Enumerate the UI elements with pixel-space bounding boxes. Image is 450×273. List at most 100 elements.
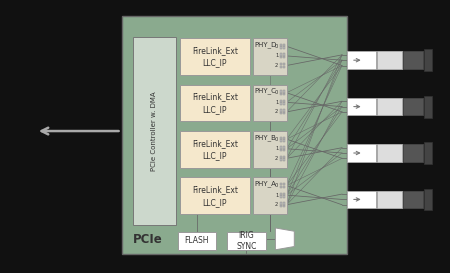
FancyBboxPatch shape <box>280 146 283 149</box>
FancyBboxPatch shape <box>346 191 376 208</box>
Text: FireLink_Ext
LLC_IP: FireLink_Ext LLC_IP <box>192 46 238 67</box>
FancyBboxPatch shape <box>283 195 285 198</box>
FancyBboxPatch shape <box>280 109 283 112</box>
Text: FLASH: FLASH <box>184 236 209 245</box>
FancyBboxPatch shape <box>253 85 287 121</box>
FancyBboxPatch shape <box>283 100 285 102</box>
FancyBboxPatch shape <box>283 137 285 139</box>
Text: 2: 2 <box>275 109 279 114</box>
FancyBboxPatch shape <box>283 149 285 151</box>
FancyBboxPatch shape <box>283 44 285 46</box>
Text: PCIe Controller w. DMA: PCIe Controller w. DMA <box>151 91 157 171</box>
FancyBboxPatch shape <box>283 156 285 158</box>
FancyBboxPatch shape <box>280 100 283 102</box>
FancyBboxPatch shape <box>283 66 285 68</box>
FancyBboxPatch shape <box>283 112 285 114</box>
FancyBboxPatch shape <box>280 137 283 139</box>
FancyBboxPatch shape <box>283 205 285 207</box>
FancyBboxPatch shape <box>283 146 285 149</box>
Text: 1: 1 <box>275 193 279 198</box>
FancyBboxPatch shape <box>283 63 285 66</box>
Text: 0: 0 <box>275 137 279 142</box>
FancyBboxPatch shape <box>280 63 283 66</box>
FancyBboxPatch shape <box>280 193 283 195</box>
FancyBboxPatch shape <box>346 144 376 162</box>
FancyBboxPatch shape <box>424 189 432 210</box>
Text: PHY_A: PHY_A <box>255 180 277 187</box>
FancyBboxPatch shape <box>283 202 285 205</box>
FancyBboxPatch shape <box>424 96 432 118</box>
FancyBboxPatch shape <box>180 177 250 214</box>
FancyBboxPatch shape <box>283 102 285 105</box>
Text: 0: 0 <box>275 183 279 188</box>
FancyBboxPatch shape <box>283 46 285 49</box>
FancyBboxPatch shape <box>283 186 285 188</box>
FancyBboxPatch shape <box>424 142 432 164</box>
FancyBboxPatch shape <box>280 186 283 188</box>
Text: FireLink_Ext
LLC_IP: FireLink_Ext LLC_IP <box>192 185 238 207</box>
FancyBboxPatch shape <box>283 139 285 142</box>
Text: FireLink_Ext
LLC_IP: FireLink_Ext LLC_IP <box>192 139 238 160</box>
Polygon shape <box>275 228 294 250</box>
FancyBboxPatch shape <box>283 109 285 112</box>
FancyBboxPatch shape <box>403 98 423 115</box>
FancyBboxPatch shape <box>377 144 402 162</box>
FancyBboxPatch shape <box>283 93 285 95</box>
FancyBboxPatch shape <box>180 131 250 168</box>
FancyBboxPatch shape <box>283 54 285 56</box>
FancyBboxPatch shape <box>280 158 283 161</box>
FancyBboxPatch shape <box>280 56 283 58</box>
FancyBboxPatch shape <box>280 139 283 142</box>
FancyBboxPatch shape <box>227 232 266 250</box>
Text: IRIG
SYNC: IRIG SYNC <box>236 231 256 251</box>
Text: 2: 2 <box>275 63 279 68</box>
Text: PHY_C: PHY_C <box>255 87 277 94</box>
FancyBboxPatch shape <box>403 144 423 162</box>
FancyBboxPatch shape <box>280 195 283 198</box>
FancyBboxPatch shape <box>253 131 287 168</box>
FancyBboxPatch shape <box>283 158 285 161</box>
FancyBboxPatch shape <box>377 51 402 69</box>
FancyBboxPatch shape <box>280 44 283 46</box>
FancyBboxPatch shape <box>280 46 283 49</box>
FancyBboxPatch shape <box>280 112 283 114</box>
FancyBboxPatch shape <box>180 85 250 121</box>
FancyBboxPatch shape <box>280 66 283 68</box>
FancyBboxPatch shape <box>377 191 402 208</box>
FancyBboxPatch shape <box>283 193 285 195</box>
Text: 0: 0 <box>275 44 279 49</box>
FancyBboxPatch shape <box>178 232 216 250</box>
FancyBboxPatch shape <box>253 38 287 75</box>
FancyBboxPatch shape <box>280 202 283 205</box>
Text: 1: 1 <box>275 54 279 58</box>
FancyBboxPatch shape <box>180 38 250 75</box>
Text: 0: 0 <box>275 90 279 95</box>
FancyBboxPatch shape <box>283 183 285 185</box>
Text: 1: 1 <box>275 100 279 105</box>
Text: PHY_B: PHY_B <box>255 134 277 141</box>
FancyBboxPatch shape <box>280 54 283 56</box>
FancyBboxPatch shape <box>346 98 376 115</box>
FancyBboxPatch shape <box>280 102 283 105</box>
FancyBboxPatch shape <box>280 156 283 158</box>
FancyBboxPatch shape <box>253 177 287 214</box>
FancyBboxPatch shape <box>283 90 285 93</box>
FancyBboxPatch shape <box>280 149 283 151</box>
FancyBboxPatch shape <box>133 37 176 225</box>
Text: 2: 2 <box>275 156 279 161</box>
Text: 1: 1 <box>275 146 279 151</box>
FancyBboxPatch shape <box>403 51 423 69</box>
FancyBboxPatch shape <box>403 191 423 208</box>
FancyBboxPatch shape <box>424 49 432 71</box>
Text: 2: 2 <box>275 202 279 207</box>
FancyBboxPatch shape <box>280 205 283 207</box>
FancyBboxPatch shape <box>280 93 283 95</box>
Text: PHY_D: PHY_D <box>255 41 277 48</box>
FancyBboxPatch shape <box>280 90 283 93</box>
FancyBboxPatch shape <box>122 16 346 254</box>
Text: PCIe: PCIe <box>133 233 162 246</box>
FancyBboxPatch shape <box>377 98 402 115</box>
Text: FireLink_Ext
LLC_IP: FireLink_Ext LLC_IP <box>192 92 238 114</box>
FancyBboxPatch shape <box>280 183 283 185</box>
FancyBboxPatch shape <box>346 51 376 69</box>
